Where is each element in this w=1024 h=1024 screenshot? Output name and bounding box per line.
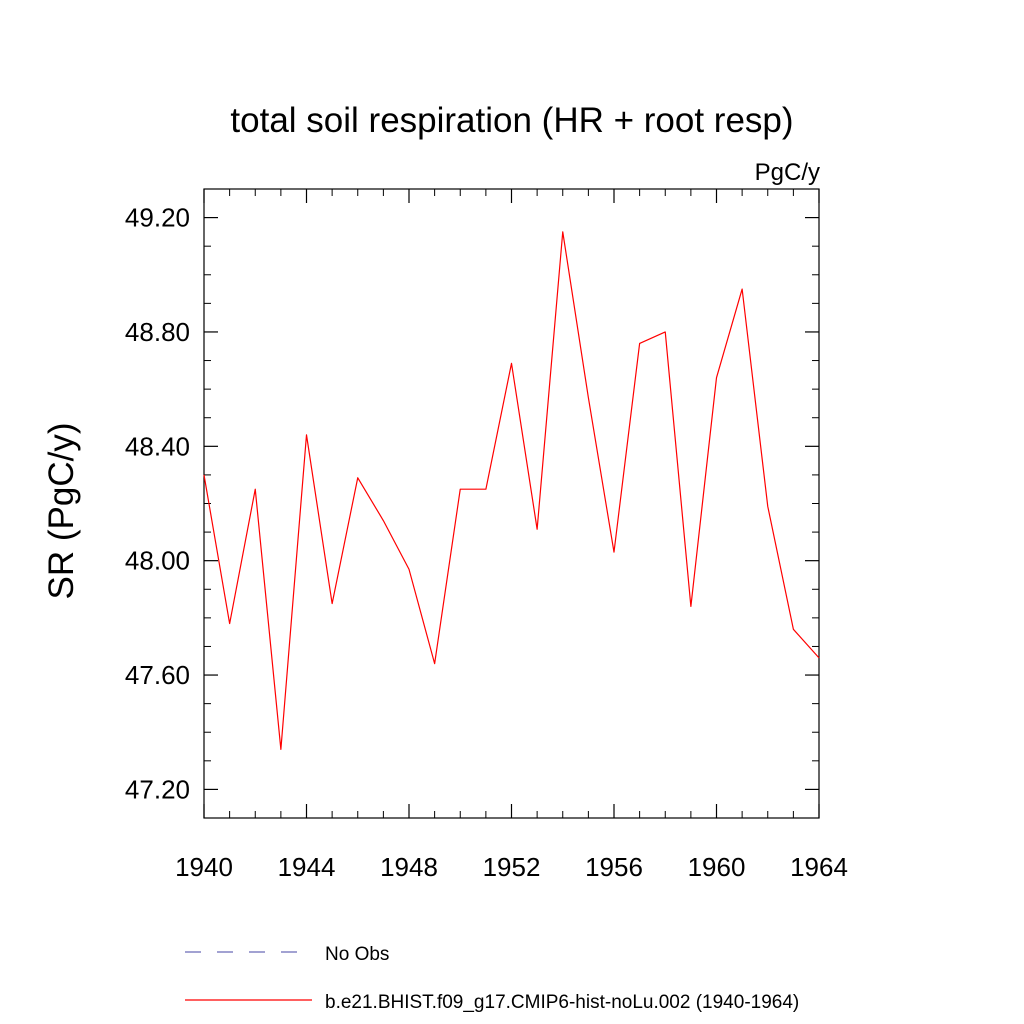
x-tick-label: 1960 <box>688 852 746 882</box>
x-tick-label: 1948 <box>380 852 438 882</box>
chart-title: total soil respiration (HR + root resp) <box>230 101 793 140</box>
plot-frame <box>203 188 820 819</box>
series-line <box>203 231 820 750</box>
x-tick-label: 1952 <box>483 852 541 882</box>
legend: No Obs b.e21.BHIST.f09_g17.CMIP6-hist-noL… <box>185 944 799 1013</box>
series-layer <box>203 231 820 750</box>
x-tick-labels: 1940 1944 1948 1952 1956 1960 1964 <box>175 852 848 882</box>
y-tick-label: 47.20 <box>125 774 190 804</box>
y-axis-title: SR (PgC/y) <box>42 423 81 600</box>
y-tick-labels: 47.20 47.60 48.00 48.40 48.80 49.20 <box>125 203 190 805</box>
x-tick-label: 1944 <box>278 852 336 882</box>
legend-label: No Obs <box>325 944 389 965</box>
y-tick-label: 48.40 <box>125 431 190 461</box>
y-tick-label: 49.20 <box>125 203 190 233</box>
axis-ticks <box>203 188 820 819</box>
x-tick-label: 1964 <box>790 852 848 882</box>
y-tick-label: 47.60 <box>125 660 190 690</box>
legend-label: b.e21.BHIST.f09_g17.CMIP6-hist-noLu.002 … <box>325 992 799 1013</box>
y-tick-label: 48.80 <box>125 317 190 347</box>
y-tick-label: 48.00 <box>125 546 190 576</box>
units-label: PgC/y <box>755 159 820 186</box>
x-tick-label: 1940 <box>175 852 233 882</box>
x-tick-label: 1956 <box>585 852 643 882</box>
